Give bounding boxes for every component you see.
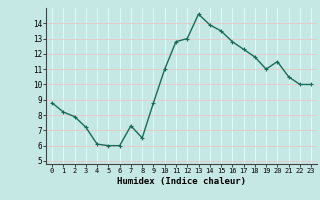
X-axis label: Humidex (Indice chaleur): Humidex (Indice chaleur) bbox=[117, 177, 246, 186]
